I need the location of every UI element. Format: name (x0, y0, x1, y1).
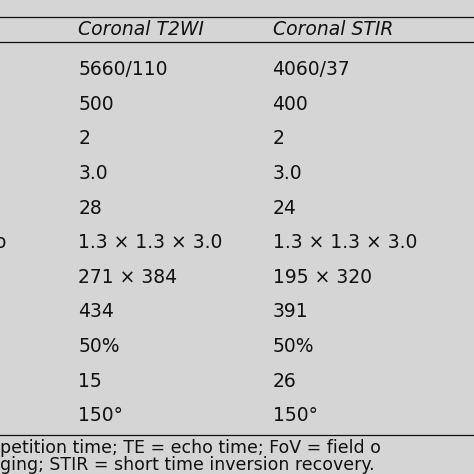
Text: 5660/110: 5660/110 (78, 60, 168, 79)
Text: 3.0: 3.0 (273, 164, 302, 183)
Text: 150°: 150° (78, 406, 123, 425)
Text: 195 × 320: 195 × 320 (273, 268, 372, 287)
Text: 26: 26 (273, 372, 296, 391)
Text: 2: 2 (78, 129, 90, 148)
Text: 3.0: 3.0 (78, 164, 108, 183)
Text: 500: 500 (78, 95, 114, 114)
Text: 15: 15 (78, 372, 102, 391)
Text: o: o (0, 233, 7, 252)
Text: ging; STIR = short time inversion recovery.: ging; STIR = short time inversion recove… (0, 456, 374, 474)
Text: Coronal T2WI: Coronal T2WI (78, 20, 204, 39)
Text: Coronal STIR: Coronal STIR (273, 20, 393, 39)
Text: 4060/37: 4060/37 (273, 60, 350, 79)
Text: 24: 24 (273, 199, 296, 218)
Text: 28: 28 (78, 199, 102, 218)
Text: 50%: 50% (273, 337, 314, 356)
Text: 434: 434 (78, 302, 114, 321)
Text: 2: 2 (273, 129, 284, 148)
Text: 1.3 × 1.3 × 3.0: 1.3 × 1.3 × 3.0 (273, 233, 417, 252)
Text: 391: 391 (273, 302, 308, 321)
Text: 271 × 384: 271 × 384 (78, 268, 177, 287)
Text: 50%: 50% (78, 337, 120, 356)
Text: 150°: 150° (273, 406, 318, 425)
Text: 400: 400 (273, 95, 308, 114)
Text: 1.3 × 1.3 × 3.0: 1.3 × 1.3 × 3.0 (78, 233, 223, 252)
Text: petition time; TE = echo time; FoV = field o: petition time; TE = echo time; FoV = fie… (0, 439, 381, 457)
